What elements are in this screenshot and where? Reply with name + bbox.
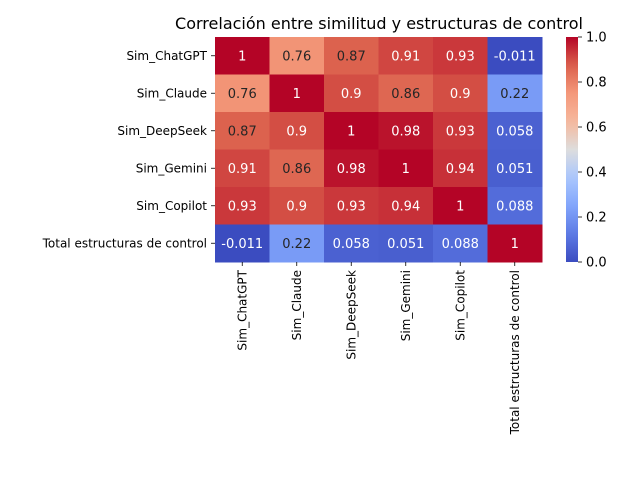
cell-value-label: 1 (347, 124, 355, 139)
heatmap-cell (433, 149, 488, 188)
heatmap-cell (269, 37, 325, 75)
heatmap-cell (215, 187, 270, 225)
y-tick-label-sim-chatgpt: Sim_ChatGPT (126, 49, 207, 63)
heatmap-cell (269, 224, 325, 263)
cell-value-label: 0.91 (391, 49, 420, 64)
cell-value-label: 0.058 (496, 124, 533, 139)
x-tick-label-sim-copilot: Sim_Copilot (453, 270, 467, 341)
row-labels: Sim_ChatGPT Sim_Claude Sim_DeepSeek Sim_Gem… (42, 49, 215, 250)
heatmap-cell (433, 112, 488, 150)
heatmap-cell (487, 112, 543, 150)
cell-value-label: 0.22 (500, 87, 529, 102)
cell-value-label: 0.088 (496, 199, 533, 214)
colorbar-tick-label: 0.0 (586, 256, 607, 271)
heatmap-cell (378, 74, 434, 113)
cell-value-label: 1 (456, 199, 464, 214)
x-tick-label-sim-claude: Sim_Claude (290, 270, 304, 340)
heatmap-cell (433, 74, 488, 113)
cell-value-label: 0.9 (341, 87, 362, 102)
colorbar-tick-label: 0.8 (586, 76, 607, 91)
heatmap-cell (378, 187, 434, 225)
cell-value-label: 0.9 (286, 124, 307, 139)
cell-value-label: 0.051 (387, 237, 424, 252)
cell-value-label: 0.9 (286, 199, 307, 214)
heatmap-cell (324, 187, 379, 225)
cell-value-label: 0.94 (391, 199, 420, 214)
heatmap-cell (487, 74, 543, 113)
cell-value-label: 0.9 (450, 87, 471, 102)
y-tick-label-sim-gemini: Sim_Gemini (136, 161, 207, 175)
cell-value-label: 0.93 (446, 124, 475, 139)
cell-value-label: 1 (293, 87, 301, 102)
heatmap-cell (269, 149, 325, 188)
cell-value-label: 0.87 (337, 49, 366, 64)
heatmap-cell (324, 74, 379, 113)
x-tick-label-sim-chatgpt: Sim_ChatGPT (235, 269, 249, 350)
heatmap-cell (215, 74, 270, 113)
heatmap-cell (269, 112, 325, 150)
cell-value-label: 0.76 (228, 87, 257, 102)
cell-value-label: 1 (238, 49, 246, 64)
heatmap-cell (487, 224, 543, 263)
y-tick-label-sim-deepseek: Sim_DeepSeek (117, 124, 207, 138)
x-tick-label-sim-deepseek: Sim_DeepSeek (344, 270, 358, 360)
colorbar-tick-label: 1.0 (586, 31, 607, 46)
cell-value-label: 0.76 (282, 49, 311, 64)
heatmap-cell (215, 112, 270, 150)
heatmap-cell (378, 112, 434, 150)
heatmap-cell (378, 224, 434, 263)
heatmap-cell (269, 187, 325, 225)
x-tick-label-sim-gemini: Sim_Gemini (399, 270, 413, 341)
colorbar-tick-label: 0.6 (586, 121, 607, 136)
cell-value-label: 0.051 (496, 162, 533, 177)
x-tick-label-total-estructuras-de-control: Total estructuras de control (508, 270, 522, 435)
cell-value-label: 0.058 (333, 237, 370, 252)
heatmap-cell (487, 37, 543, 75)
cell-value-label: 0.98 (391, 124, 420, 139)
cell-value-label: -0.011 (221, 237, 263, 252)
cell-value-label: 0.94 (446, 162, 475, 177)
heatmap-cell (269, 74, 325, 113)
cell-value-label: 0.93 (337, 199, 366, 214)
colorbar-tick-label: 0.4 (586, 166, 607, 181)
heatmap-cell (433, 224, 488, 263)
cell-value-label: 0.87 (228, 124, 257, 139)
y-tick-label-sim-copilot: Sim_Copilot (136, 199, 207, 213)
heatmap-cell (487, 187, 543, 225)
chart-title: Correlación entre similitud y estructura… (175, 14, 583, 33)
heatmap-cell (433, 37, 488, 75)
heatmap-cell (215, 224, 270, 263)
heatmap-cell (324, 224, 379, 263)
heatmap-cell (215, 149, 270, 188)
cell-value-label: 1 (511, 237, 519, 252)
cell-value-label: 0.86 (282, 162, 311, 177)
cell-value-label: 0.93 (228, 199, 257, 214)
cell-value-label: 1 (402, 162, 410, 177)
heatmap-cell (324, 112, 379, 150)
heatmap-cell (324, 149, 379, 188)
cell-value-label: 0.93 (446, 49, 475, 64)
heatmap-cell (324, 37, 379, 75)
colorbar-ticks: 0.0 0.2 0.4 0.6 0.8 1.0 (578, 31, 607, 271)
heatmap-cell (378, 149, 434, 188)
cell-value-label: 0.088 (442, 237, 479, 252)
heatmap-cell (215, 37, 270, 75)
cell-value-label: 0.91 (228, 162, 257, 177)
cell-value-label: 0.22 (282, 237, 311, 252)
cell-value-label: 0.98 (337, 162, 366, 177)
column-labels: Sim_ChatGPT Sim_Claude Sim_DeepSeek Sim_Gem… (235, 262, 522, 435)
cell-value-label: 0.86 (391, 87, 420, 102)
y-tick-label-total-estructuras-de-control: Total estructuras de control (42, 236, 207, 250)
colorbar-tick-label: 0.2 (586, 211, 607, 226)
y-tick-label-sim-claude: Sim_Claude (137, 86, 207, 100)
heatmap-cell (433, 187, 488, 225)
heatmap-cell (487, 149, 543, 188)
cell-value-label: -0.011 (494, 49, 536, 64)
colorbar (566, 37, 578, 262)
heatmap-cell (378, 37, 434, 75)
